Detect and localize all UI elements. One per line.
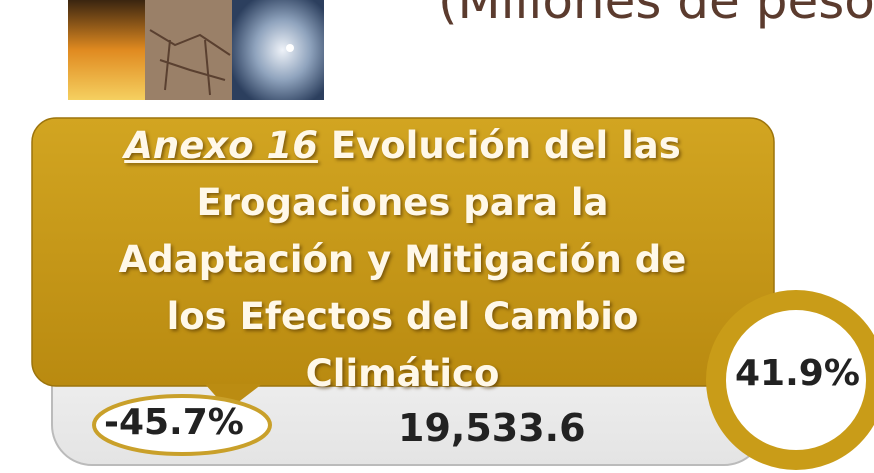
callout-line: Climático: [306, 352, 500, 395]
callout-line: Erogaciones para la: [197, 181, 609, 224]
slide: (Millones de pesos Anexo 16 Evolución de…: [0, 0, 874, 473]
subtitle: (Millones de pesos: [438, 0, 874, 30]
callout-text: Anexo 16 Evolución del las Erogaciones p…: [40, 117, 765, 402]
callout-line: Adaptación y Mitigación de: [119, 238, 687, 281]
callout-line: Evolución del las: [331, 124, 681, 167]
image-collage: [68, 0, 324, 100]
amount: 19,533.6: [398, 406, 586, 450]
change-right: 41.9%: [735, 353, 860, 394]
annex-label: Anexo 16: [124, 124, 318, 167]
change-left: -45.7%: [104, 402, 244, 443]
callout-line: los Efectos del Cambio: [167, 295, 639, 338]
